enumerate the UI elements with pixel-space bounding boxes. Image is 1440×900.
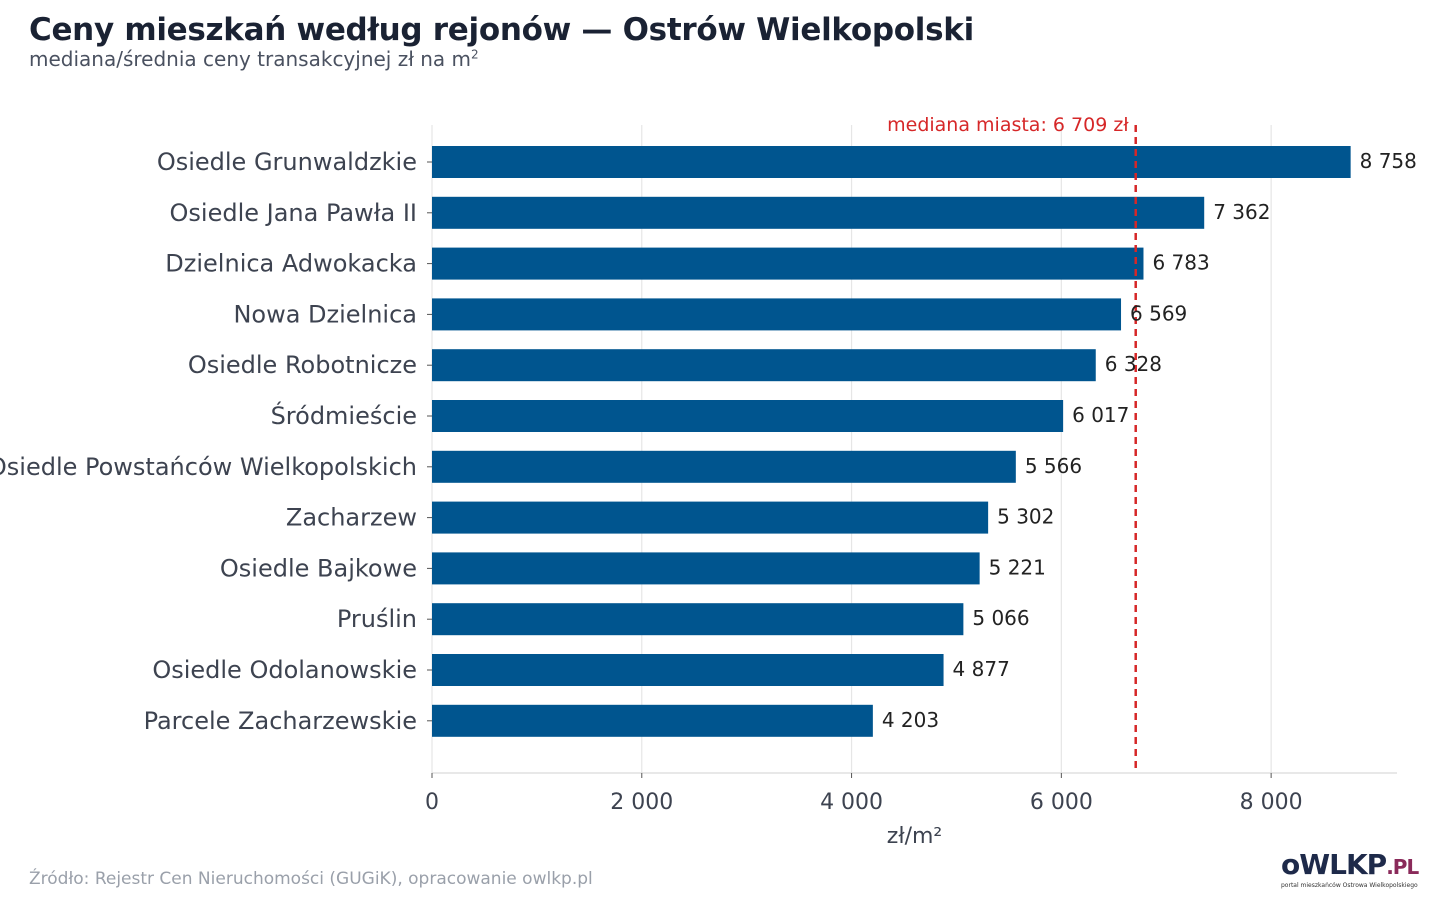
value-label: 6 569 — [1130, 301, 1187, 325]
bars — [432, 146, 1351, 737]
category-label: Osiedle Bajkowe — [220, 554, 417, 582]
value-label: 5 302 — [997, 505, 1054, 529]
category-label: Parcele Zacharzewskie — [144, 707, 417, 735]
logo-tagline: portal mieszkańców Ostrowa Wielkopolskie… — [1281, 882, 1418, 889]
chart-title: Ceny mieszkań według rejonów — Ostrów Wi… — [29, 12, 974, 48]
x-tick-label: 8 000 — [1240, 790, 1303, 815]
x-tick-label: 4 000 — [820, 790, 883, 815]
bar — [432, 704, 873, 737]
logo-mark: oWLKP.PL — [1281, 848, 1419, 881]
labels: Osiedle Grunwaldzkie 8 758 Osiedle Jana Pa… — [0, 148, 1417, 849]
logo-text: oWLKP — [1281, 848, 1387, 881]
logo-tld: .PL — [1386, 855, 1419, 879]
category-label: Dzielnica Adwokacka — [165, 250, 417, 278]
value-label: 6 017 — [1072, 403, 1129, 427]
bar — [432, 450, 1016, 483]
category-label: Nowa Dzielnica — [233, 300, 417, 328]
category-label: Zacharzew — [286, 504, 417, 532]
value-label: 8 758 — [1360, 149, 1417, 173]
reference-line-group: mediana miasta: 6 709 zł — [887, 114, 1137, 773]
category-label: Osiedle Odolanowskie — [152, 656, 417, 684]
category-label: Osiedle Powstańców Wielkopolskich — [0, 453, 417, 481]
chart-subtitle: mediana/średnia ceny transakcyjnej zł na… — [29, 47, 479, 71]
bar — [432, 196, 1205, 229]
bar-chart: mediana miasta: 6 709 zł Osiedle Grunwal… — [0, 114, 1417, 849]
value-label: 5 221 — [989, 555, 1046, 579]
source-note: Źródło: Rejestr Cen Nieruchomości (GUGiK… — [29, 869, 593, 889]
category-label: Osiedle Grunwaldzkie — [157, 148, 417, 176]
bar — [432, 298, 1122, 331]
bar — [432, 146, 1351, 178]
value-label: 6 783 — [1152, 251, 1209, 275]
category-label: Osiedle Robotnicze — [188, 351, 417, 379]
value-label: 6 328 — [1105, 352, 1162, 376]
bar — [432, 552, 980, 585]
bar — [432, 400, 1064, 432]
site-logo: oWLKP.PL portal mieszkańców Ostrowa Wiel… — [1281, 848, 1419, 890]
x-tick-label: 6 000 — [1030, 790, 1093, 815]
value-label: 5 566 — [1025, 454, 1082, 478]
bar — [432, 501, 989, 534]
city-median-label: mediana miasta: 6 709 zł — [887, 114, 1129, 136]
category-label: Śródmieście — [271, 400, 417, 430]
subtitle-text: mediana/średnia ceny transakcyjnej zł na… — [29, 47, 472, 71]
category-label: Osiedle Jana Pawła II — [170, 199, 418, 227]
bar — [432, 247, 1144, 280]
category-label: Pruślin — [337, 605, 417, 633]
value-label: 4 877 — [953, 657, 1010, 681]
value-label: 4 203 — [882, 708, 939, 732]
bar — [432, 603, 964, 636]
subtitle-superscript: 2 — [471, 47, 479, 62]
x-tick-label: 0 — [425, 790, 439, 815]
x-axis-label: zł/m² — [887, 824, 942, 849]
bar — [432, 654, 944, 686]
value-label: 7 362 — [1213, 200, 1270, 224]
value-label: 5 066 — [972, 606, 1029, 630]
x-tick-label: 2 000 — [610, 790, 673, 815]
bar — [432, 349, 1096, 382]
axes — [427, 161, 1397, 778]
